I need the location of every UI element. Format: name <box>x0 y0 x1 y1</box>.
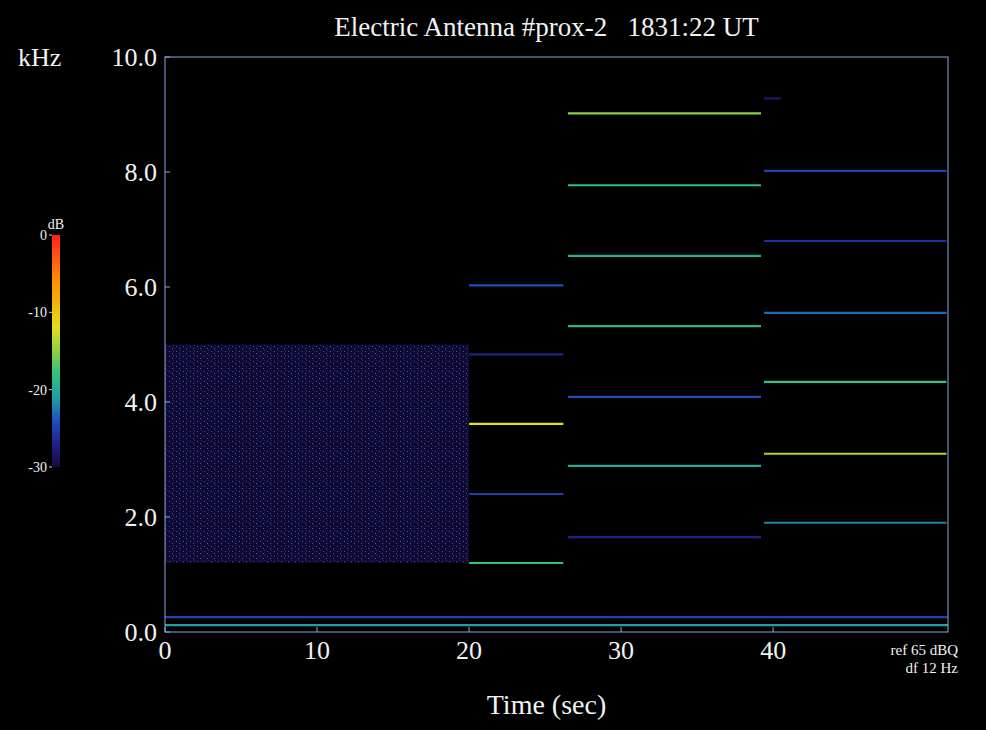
y-tick-label: 2.0 <box>125 503 158 532</box>
x-tick-label: 30 <box>608 636 634 665</box>
tone <box>469 353 563 355</box>
x-tick <box>317 627 318 632</box>
colorbar-tick-label: 0 <box>40 228 47 243</box>
x-axis-title: Time (sec) <box>487 689 607 720</box>
tone <box>764 97 781 99</box>
tone <box>469 562 563 564</box>
tone <box>764 170 946 172</box>
colorbar-tick <box>49 312 52 313</box>
x-tick-label: 10 <box>304 636 330 665</box>
tone <box>469 284 563 286</box>
colorbar-tick-label: -20 <box>28 383 47 398</box>
tone <box>764 522 946 524</box>
tone <box>764 453 946 455</box>
tone <box>568 255 761 257</box>
tone <box>568 184 761 186</box>
y-tick-label: 6.0 <box>125 273 158 302</box>
annotation: ref 65 dBQ <box>891 642 959 658</box>
x-tick <box>773 627 774 632</box>
tone <box>469 423 563 425</box>
background <box>0 0 986 730</box>
colorbar-tick-label: -10 <box>28 305 47 320</box>
y-tick <box>165 172 170 173</box>
colorbar-tick-label: -30 <box>28 460 47 475</box>
plot-marks <box>165 98 948 625</box>
y-tick <box>165 287 170 288</box>
colorbar-tick <box>49 389 52 390</box>
annotation: df 12 Hz <box>906 660 959 676</box>
tone <box>165 624 948 626</box>
y-tick-label: 8.0 <box>125 158 158 187</box>
tone <box>568 112 761 114</box>
x-tick <box>621 627 622 632</box>
y-axis-title: kHz <box>18 43 61 72</box>
y-tick <box>165 517 170 518</box>
y-tick-label: 4.0 <box>125 388 158 417</box>
plot-frame <box>165 57 948 632</box>
y-tick-label: 10.0 <box>112 43 158 72</box>
tone <box>764 381 946 383</box>
tone <box>469 493 563 495</box>
title: Electric Antenna #prox-2 1831:22 UT <box>334 12 759 42</box>
tone <box>568 536 761 538</box>
x-tick <box>165 627 166 632</box>
tone <box>568 325 761 327</box>
tone <box>764 240 946 242</box>
colorbar-tick <box>49 467 52 468</box>
tone <box>764 312 946 314</box>
chart: Electric Antenna #prox-2 1831:22 UT 0 10 20… <box>0 0 986 730</box>
y-tick <box>165 632 170 633</box>
tone <box>568 465 761 467</box>
colorbar <box>52 235 60 467</box>
colorbar-tick <box>49 235 52 236</box>
y-tick <box>165 402 170 403</box>
x-tick <box>469 627 470 632</box>
x-tick-label: 20 <box>456 636 482 665</box>
colorbar-label: dB <box>48 217 64 232</box>
y-tick <box>165 57 170 58</box>
x-tick-label: 40 <box>760 636 786 665</box>
x-tick-label: 0 <box>159 636 172 665</box>
tone <box>165 616 948 618</box>
tone <box>568 396 761 398</box>
y-tick-label: 0.0 <box>125 618 158 647</box>
noise-band <box>165 345 469 564</box>
